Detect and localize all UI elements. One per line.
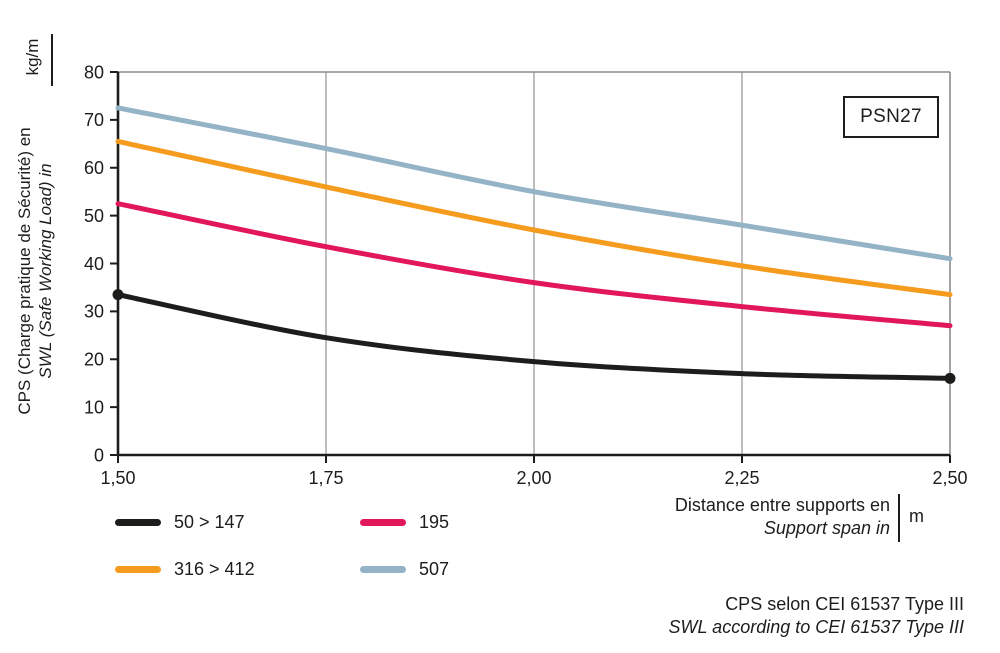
footnote-fr: CPS selon CEI 61537 Type III	[725, 594, 964, 614]
legend-swatch	[115, 519, 161, 526]
x-axis-title: Distance entre supports en Support span …	[675, 494, 890, 540]
footnote-en: SWL according to CEI 61537 Type III	[668, 617, 965, 637]
legend-item-316-412: 316 > 412	[115, 559, 360, 580]
y-tick-label: 40	[84, 254, 104, 274]
legend-label: 195	[419, 512, 450, 532]
legend-swatch	[360, 566, 406, 573]
model-badge-label: PSN27	[860, 106, 922, 127]
series-line-507	[115, 105, 953, 262]
y-axis-title: CPS (Charge pratique de Sécurité) en SWL…	[14, 41, 58, 501]
y-tick-label: 20	[84, 350, 104, 370]
series-line-195	[115, 201, 953, 329]
legend-swatch	[360, 519, 406, 526]
y-tick-label: 70	[84, 110, 104, 130]
y-tick-label: 0	[94, 445, 104, 465]
y-tick-label: 10	[84, 397, 104, 417]
y-axis-title-en: SWL (Safe Working Load) in	[36, 163, 55, 379]
x-tick-label: 2,25	[724, 468, 759, 488]
series-endpoint-dot	[944, 372, 956, 384]
legend-item-50-147: 50 > 147	[115, 512, 360, 533]
series-endpoint-dot	[112, 289, 124, 301]
legend-label: 50 > 147	[174, 512, 245, 532]
series-line-50-147	[115, 292, 953, 381]
legend-label: 507	[419, 559, 450, 579]
y-unit-divider	[51, 34, 53, 86]
x-tick-label: 2,50	[932, 468, 967, 488]
x-tick-label: 1,75	[308, 468, 343, 488]
y-axis-unit: kg/m	[23, 38, 42, 76]
y-axis-title-fr: CPS (Charge pratique de Sécurité) en	[15, 127, 34, 415]
legend-item-507: 507	[360, 559, 449, 580]
series-line-316-412	[115, 138, 953, 298]
x-unit-divider	[898, 494, 900, 542]
x-axis-unit: m	[909, 506, 924, 526]
legend-label: 316 > 412	[174, 559, 255, 579]
y-tick-label: 30	[84, 302, 104, 322]
y-tick-label: 60	[84, 158, 104, 178]
model-badge: PSN27	[843, 96, 939, 138]
legend: 50 > 147 195 316 > 412 507	[115, 512, 449, 580]
footnote: CPS selon CEI 61537 Type III SWL accordi…	[669, 593, 965, 639]
y-tick-label: 80	[84, 62, 104, 82]
x-tick-label: 2,00	[516, 468, 551, 488]
legend-item-195: 195	[360, 512, 449, 533]
x-axis-title-en: Support span in	[763, 518, 890, 538]
x-tick-label: 1,50	[100, 468, 135, 488]
x-axis-title-fr: Distance entre supports en	[674, 495, 890, 515]
legend-swatch	[115, 566, 161, 573]
y-tick-label: 50	[84, 206, 104, 226]
